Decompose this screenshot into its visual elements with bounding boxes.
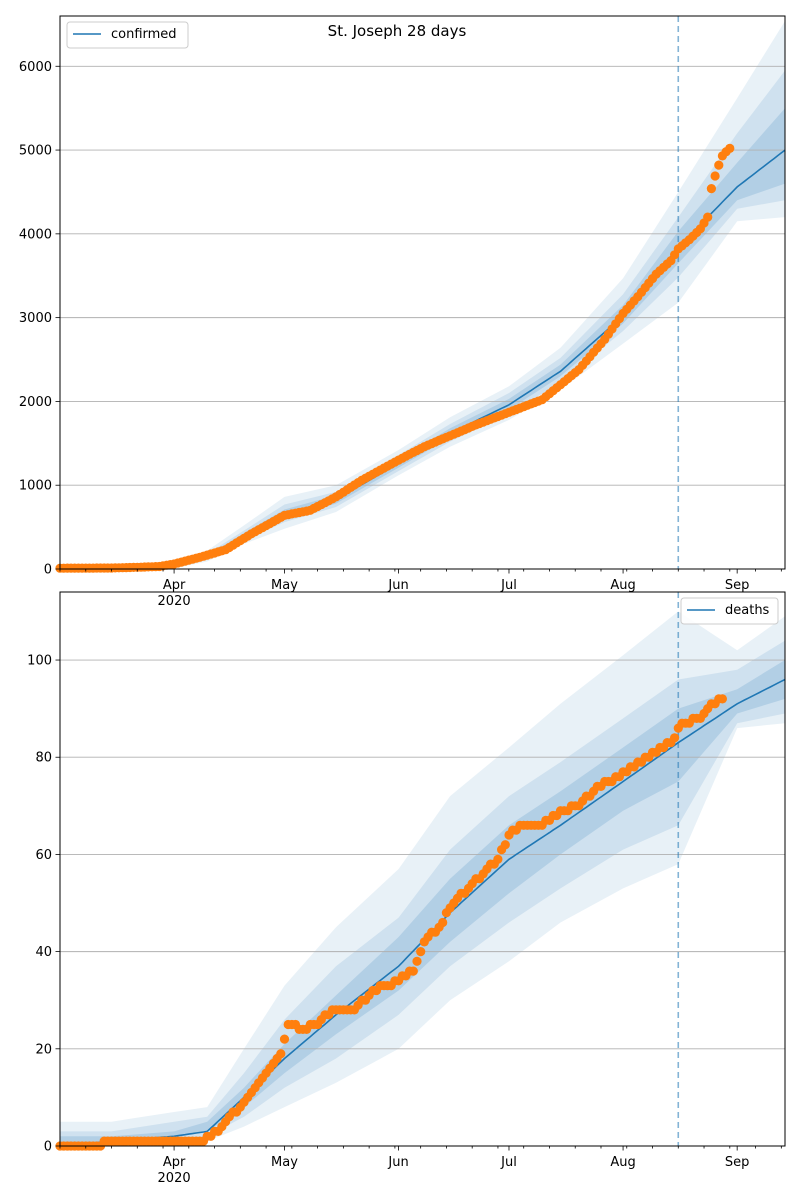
confirmed-y-tick-label: 1000	[19, 479, 52, 494]
deaths-x-tick-label: May	[271, 1155, 298, 1170]
deaths-axes-frame	[59, 591, 786, 1147]
confirmed-x-tick-label: May	[271, 578, 298, 593]
confirmed-legend: confirmed	[66, 21, 189, 49]
deaths-x-tick-label: Jul	[500, 1155, 517, 1170]
deaths-observed-point	[412, 956, 422, 966]
deaths-observed-points	[55, 694, 728, 1151]
confirmed-x-tick-label: Jun	[387, 578, 408, 593]
deaths-observed-point	[493, 854, 503, 864]
confirmed-y-tick-label: 0	[44, 563, 52, 578]
deaths-y-tick-label: 60	[35, 848, 52, 863]
deaths-legend-box	[680, 597, 779, 625]
deaths-observed-point	[438, 917, 448, 928]
confirmed-x-tick-label: Jul	[500, 578, 517, 593]
confirmed-y-tick-label: 2000	[19, 395, 52, 410]
deaths-x-tick-year-label: 2020	[158, 1171, 191, 1186]
deaths-x-tick-label: Aug	[610, 1155, 635, 1170]
deaths-x-tick-label: Apr	[163, 1155, 186, 1170]
confirmed-axes-frame	[59, 15, 786, 570]
deaths-x-tick-label: Jun	[387, 1155, 408, 1170]
confirmed-x-tick-label: Sep	[725, 578, 750, 593]
confirmed-x-tick-label: Aug	[610, 578, 635, 593]
confirmed-y-axis: 0 1000 2000 3000 4000 5000 6000	[19, 60, 60, 578]
confirmed-y-tick-label: 6000	[19, 60, 52, 75]
deaths-legend: deaths	[680, 597, 779, 625]
deaths-observed-point	[717, 694, 728, 704]
confirmed-observed-point	[714, 160, 724, 170]
deaths-x-tick-label: Sep	[725, 1155, 750, 1170]
confirmed-observed-point	[710, 171, 720, 181]
deaths-y-tick-label: 80	[35, 751, 52, 766]
deaths-observed-point	[279, 1034, 290, 1044]
confirmed-observed-point	[703, 212, 713, 222]
deaths-band-2	[60, 640, 785, 1146]
confirmed-x-tick-label: Apr	[163, 578, 186, 593]
confirmed-y-tick-label: 3000	[19, 311, 52, 326]
confirmed-gridlines	[60, 65, 785, 486]
deaths-y-axis: 0 20 40 60 80 100	[27, 654, 60, 1155]
confirmed-observed-point	[706, 184, 717, 194]
deaths-observed-point	[500, 840, 510, 850]
confirmed-legend-box	[66, 21, 189, 49]
chart-title: St. Joseph 28 days	[328, 22, 467, 40]
deaths-observed-point	[416, 947, 426, 957]
confirmed-y-tick-label: 5000	[19, 144, 52, 159]
confirmed-observed-points	[55, 143, 735, 573]
deaths-y-tick-label: 40	[35, 945, 52, 960]
confirmed-observed-point	[725, 143, 735, 153]
confirmed-x-tick-year-label: 2020	[158, 594, 191, 609]
confirmed-y-tick-label: 4000	[19, 227, 52, 242]
deaths-observed-point	[276, 1049, 286, 1059]
deaths-observed-point	[670, 733, 680, 743]
deaths-observed-point	[408, 966, 418, 976]
confirmed-legend-label: confirmed	[111, 27, 177, 42]
deaths-gridlines	[60, 659, 785, 1050]
deaths-y-tick-label: 100	[27, 654, 52, 669]
deaths-y-tick-label: 0	[44, 1140, 52, 1155]
deaths-legend-label: deaths	[725, 603, 770, 618]
deaths-y-tick-label: 20	[35, 1042, 52, 1057]
deaths-band-1	[60, 611, 785, 1146]
